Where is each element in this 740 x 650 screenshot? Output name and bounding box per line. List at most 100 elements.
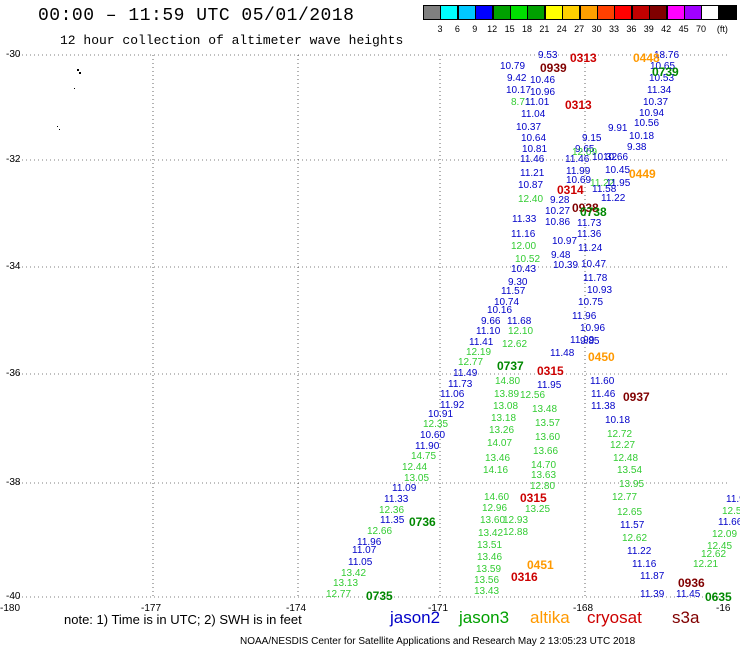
swh-label: 12.77 bbox=[612, 492, 637, 503]
swh-label: 12.10 bbox=[508, 326, 533, 337]
swh-label: 10.93 bbox=[587, 285, 612, 296]
swh-label: 11.60 bbox=[590, 376, 615, 387]
swh-label: 11.73 bbox=[448, 379, 473, 390]
swh-label: 13.08 bbox=[493, 401, 518, 412]
legend-jason3: jason3 bbox=[459, 608, 510, 627]
swh-label: 11.58 bbox=[592, 184, 617, 195]
pass-time-label: 0450 bbox=[588, 350, 615, 364]
swh-label: 13.66 bbox=[533, 446, 558, 457]
swh-label: 11.99 bbox=[566, 166, 591, 177]
scale-label: 18 bbox=[521, 24, 532, 34]
map-subtitle: 12 hour collection of altimeter wave hei… bbox=[60, 33, 404, 48]
swh-label: 13.48 bbox=[532, 404, 557, 415]
swh-label: 12.62 bbox=[622, 533, 647, 544]
swh-label: 10.96 bbox=[530, 87, 555, 98]
pass-time-label: 0736 bbox=[409, 515, 436, 529]
swh-label: 11.36 bbox=[577, 229, 602, 240]
swh-label: 12.52 bbox=[722, 506, 740, 517]
swh-label: 9.48 bbox=[551, 250, 571, 261]
pass-time-label: 0314 bbox=[557, 183, 584, 197]
swh-label: 12.65 bbox=[617, 507, 642, 518]
longitude-label: -168 bbox=[573, 603, 594, 614]
swh-label: 12.27 bbox=[610, 440, 635, 451]
swh-label: 11.46 bbox=[520, 154, 545, 165]
pass-time-label: 0939 bbox=[540, 61, 567, 75]
swh-label: 10.53 bbox=[649, 73, 674, 84]
swh-label: 11.33 bbox=[512, 214, 537, 225]
swh-label: 12.96 bbox=[482, 503, 507, 514]
swh-label: 10.47 bbox=[581, 259, 606, 270]
swh-label: 12.00 bbox=[511, 241, 536, 252]
swh-label: 9.66 bbox=[481, 316, 501, 327]
swh-label: 12.48 bbox=[613, 453, 638, 464]
swh-label: 10.60 bbox=[420, 430, 445, 441]
swh-label: 9.65 bbox=[575, 144, 595, 155]
swh-label: 11.66 bbox=[718, 517, 740, 528]
swh-label: 10.18 bbox=[629, 131, 654, 142]
swh-label: 9.38 bbox=[627, 142, 647, 153]
longitude-label: -174 bbox=[286, 603, 307, 614]
swh-label: 13.51 bbox=[477, 540, 502, 551]
swh-label: 14.80 bbox=[495, 376, 520, 387]
swh-label: 11.96 bbox=[357, 537, 382, 548]
island-dot bbox=[59, 129, 60, 130]
swh-label: 13.63 bbox=[531, 470, 556, 481]
swh-label: 10.94 bbox=[639, 108, 664, 119]
swh-label: 11.95 bbox=[606, 178, 631, 189]
coastline bbox=[57, 69, 81, 130]
legend-jason2: jason2 bbox=[390, 608, 441, 627]
swh-label: 10.66 bbox=[603, 152, 628, 163]
swh-label: 11.16 bbox=[632, 559, 657, 570]
swh-label: 10.56 bbox=[634, 118, 659, 129]
swh-label: 11.38 bbox=[591, 401, 616, 412]
scale-label: 24 bbox=[556, 24, 567, 34]
map-note: note: 1) Time is in UTC; 2) SWH is in fe… bbox=[64, 612, 302, 627]
swh-label: 10.45 bbox=[605, 165, 630, 176]
swh-label: 11.9 bbox=[726, 494, 740, 505]
swh-label: 10.37 bbox=[643, 97, 668, 108]
swh-label: 13.42 bbox=[478, 528, 503, 539]
swh-label: 12.77 bbox=[458, 357, 483, 368]
swh-label: 9.42 bbox=[507, 73, 527, 84]
swh-label: 14.16 bbox=[483, 465, 508, 476]
pass-time-label: 0937 bbox=[623, 390, 650, 404]
swh-label: 12.72 bbox=[607, 429, 632, 440]
swh-label: 11.05 bbox=[348, 557, 373, 568]
longitude-label: -16 bbox=[716, 603, 731, 614]
swh-label: 18.76 bbox=[654, 50, 679, 61]
pass-time-label: 0737 bbox=[497, 359, 524, 373]
swh-label: 14.60 bbox=[484, 492, 509, 503]
pass-time-label: 0936 bbox=[678, 576, 705, 590]
swh-label: 11.01 bbox=[525, 97, 550, 108]
swh-label: 11.48 bbox=[550, 348, 575, 359]
swh-label: 11.21 bbox=[520, 168, 545, 179]
pass-time-label: 0451 bbox=[527, 558, 554, 572]
longitude-label: -180 bbox=[0, 603, 21, 614]
pass-time-label: 0315 bbox=[537, 364, 564, 378]
longitude-label: -171 bbox=[428, 603, 449, 614]
swh-label: 10.32 bbox=[592, 152, 617, 163]
swh-label: 10.75 bbox=[578, 297, 603, 308]
swh-label: 11.33 bbox=[384, 494, 409, 505]
scale-label: 33 bbox=[608, 24, 619, 34]
swh-label: 11.49 bbox=[453, 368, 478, 379]
scale-label: 39 bbox=[643, 24, 654, 34]
swh-label: 13.13 bbox=[333, 578, 358, 589]
scale-label: 70 bbox=[695, 24, 706, 34]
latitude-label: -34 bbox=[6, 261, 21, 272]
swh-label: 11.22 bbox=[627, 546, 652, 557]
swh-label: 11.35 bbox=[380, 515, 405, 526]
swh-label: 10.79 bbox=[500, 61, 525, 72]
swh-label: 13.57 bbox=[535, 418, 560, 429]
pass-time-label: 0316 bbox=[511, 570, 538, 584]
swh-label: 13.26 bbox=[489, 425, 514, 436]
swh-label: 11.95 bbox=[537, 380, 562, 391]
legend-s3a: s3a bbox=[672, 608, 700, 627]
swh-label: 13.95 bbox=[619, 479, 644, 490]
swh-label: 12.45 bbox=[707, 541, 732, 552]
scale-label: 21 bbox=[539, 24, 550, 34]
swh-label: 12.80 bbox=[530, 481, 555, 492]
swh-label: 12.62 bbox=[701, 549, 726, 560]
pass-time-label: 0739 bbox=[652, 65, 679, 79]
scale-label: 36 bbox=[626, 24, 637, 34]
